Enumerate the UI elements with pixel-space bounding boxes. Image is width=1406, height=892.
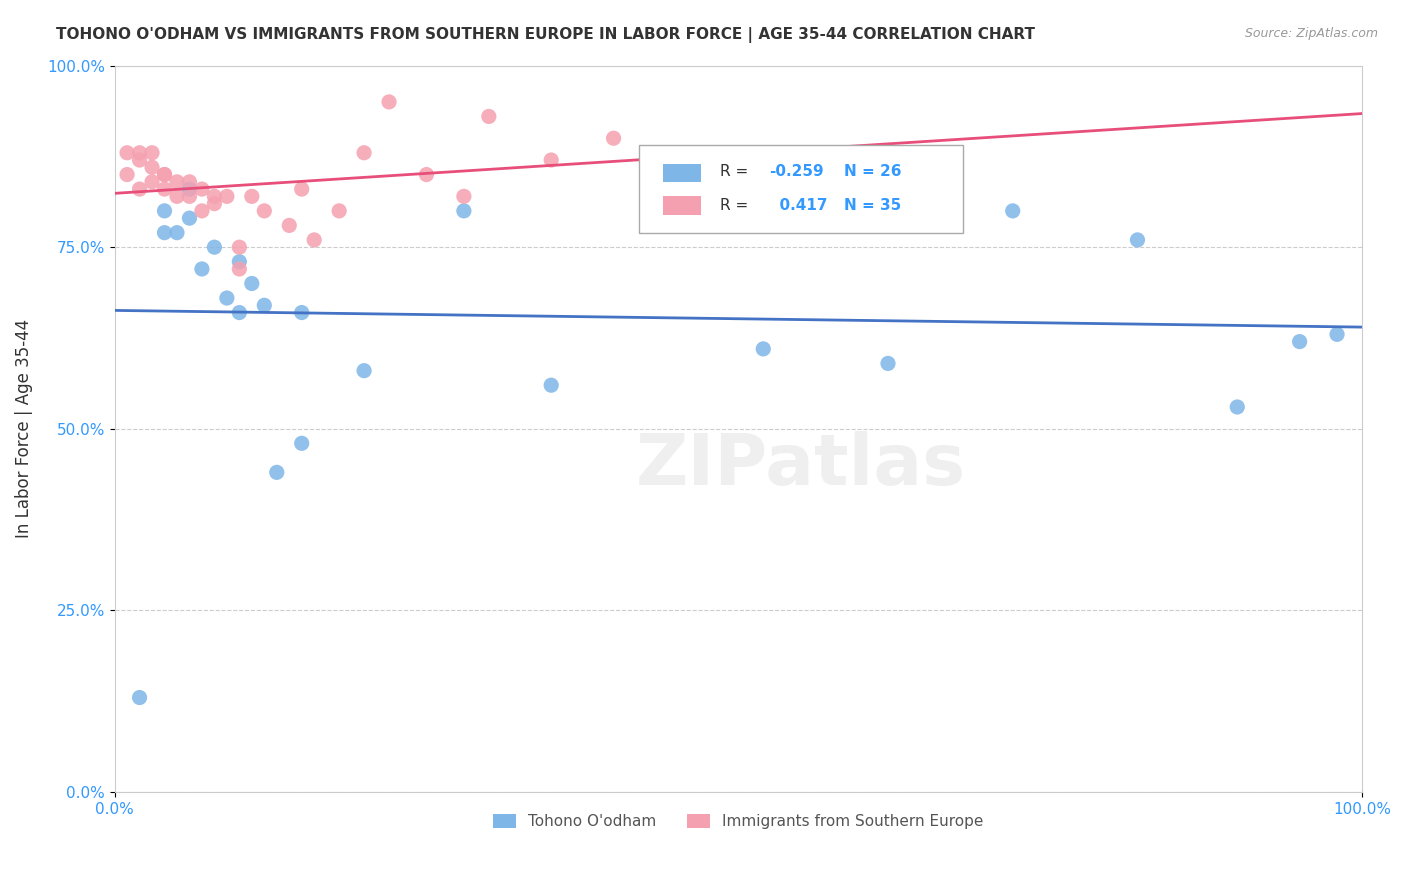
Point [128, 182, 150, 196]
FancyBboxPatch shape [664, 163, 700, 182]
Text: ZIPatlas: ZIPatlas [636, 431, 966, 500]
Point [353, 364, 375, 378]
Point [228, 254, 250, 268]
Point [115, 168, 138, 182]
Point [291, 436, 314, 450]
Point [752, 342, 775, 356]
Point [291, 182, 314, 196]
Point [1326, 327, 1348, 342]
Point [179, 211, 201, 226]
Point [228, 240, 250, 254]
Point [228, 262, 250, 277]
Text: N = 35: N = 35 [845, 197, 901, 212]
Point [179, 175, 201, 189]
Point [179, 189, 201, 203]
Y-axis label: In Labor Force | Age 35-44: In Labor Force | Age 35-44 [15, 319, 32, 539]
Legend: Tohono O'odham, Immigrants from Southern Europe: Tohono O'odham, Immigrants from Southern… [486, 808, 990, 835]
Point [1126, 233, 1149, 247]
Point [141, 175, 163, 189]
Text: 0.417: 0.417 [769, 197, 828, 212]
Point [602, 131, 624, 145]
Point [415, 168, 437, 182]
Point [202, 189, 225, 203]
Text: Source: ZipAtlas.com: Source: ZipAtlas.com [1244, 27, 1378, 40]
Point [877, 356, 900, 370]
Point [153, 182, 176, 196]
Point [191, 203, 214, 218]
Point [191, 182, 214, 196]
Point [1288, 334, 1310, 349]
Point [266, 466, 288, 480]
Point [191, 262, 214, 277]
Point [228, 305, 250, 319]
Point [328, 203, 350, 218]
Point [179, 182, 201, 196]
Text: TOHONO O'ODHAM VS IMMIGRANTS FROM SOUTHERN EUROPE IN LABOR FORCE | AGE 35-44 COR: TOHONO O'ODHAM VS IMMIGRANTS FROM SOUTHE… [56, 27, 1035, 43]
Point [141, 145, 163, 160]
Point [291, 305, 314, 319]
Point [378, 95, 401, 109]
Text: R =: R = [720, 164, 752, 179]
Point [153, 203, 176, 218]
Point [215, 189, 238, 203]
Point [253, 298, 276, 312]
Text: R =: R = [720, 197, 752, 212]
Point [153, 226, 176, 240]
Point [240, 277, 263, 291]
Point [353, 145, 375, 160]
FancyBboxPatch shape [664, 196, 700, 214]
Point [202, 196, 225, 211]
Text: -0.259: -0.259 [769, 164, 824, 179]
Point [128, 145, 150, 160]
Point [540, 153, 562, 167]
Point [302, 233, 325, 247]
Point [1001, 203, 1024, 218]
Point [115, 145, 138, 160]
FancyBboxPatch shape [638, 145, 963, 233]
Point [141, 161, 163, 175]
Point [453, 203, 475, 218]
Point [128, 690, 150, 705]
Point [253, 203, 276, 218]
Point [166, 189, 188, 203]
Point [153, 168, 176, 182]
Point [278, 219, 301, 233]
Point [153, 168, 176, 182]
Point [240, 189, 263, 203]
Point [202, 240, 225, 254]
Point [215, 291, 238, 305]
Point [128, 153, 150, 167]
Point [166, 226, 188, 240]
Point [1226, 400, 1249, 414]
Point [453, 189, 475, 203]
Text: N = 26: N = 26 [845, 164, 901, 179]
Point [540, 378, 562, 392]
Point [166, 175, 188, 189]
Point [478, 110, 501, 124]
